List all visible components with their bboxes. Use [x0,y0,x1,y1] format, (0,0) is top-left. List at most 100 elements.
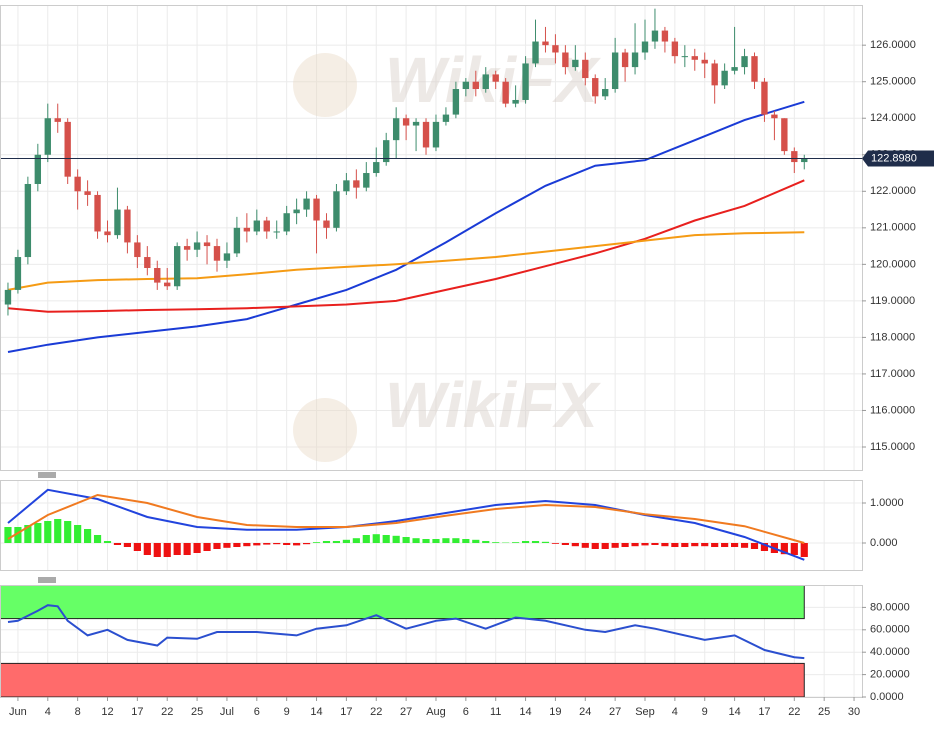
candle-body [243,227,251,232]
candle-body [283,213,290,232]
candle-body [124,209,131,243]
candle-body [293,209,300,214]
x-tick-label: 22 [788,706,800,718]
candle-body [353,180,360,188]
indicator-line [7,488,805,561]
histogram-bar [213,543,221,549]
histogram-bar [482,541,490,543]
panel-frame [0,585,863,698]
candle-body [4,289,12,305]
candle-body [24,183,32,258]
y-tick-label: 0.000 [870,537,898,549]
watermark-logo [293,53,357,117]
panel-frame [0,5,863,471]
histogram-bar [492,542,500,543]
x-tick-label: 6 [254,706,260,718]
x-tick-label: 17 [340,706,352,718]
candle-body [54,118,61,122]
histogram-bar [651,543,659,545]
candle-body [442,114,450,122]
y-tick-label: 0.0000 [870,691,904,703]
candle-body [74,176,81,192]
candle-body [651,30,659,42]
candle-body [801,158,808,163]
histogram-bar [54,519,62,543]
candle-body [721,70,728,86]
indicator-line [7,604,805,660]
x-tick-label: 14 [519,706,531,718]
y-tick-label: 20.0000 [870,669,910,681]
y-tick-label: 120.0000 [870,258,916,270]
candle-body [412,121,420,126]
histogram-bar [432,539,440,543]
axis-layer: 115.0000 116.0000 117.0000 118.0000 119.0000… [0,5,934,718]
rsi-zone [0,662,805,697]
x-tick-label: Jun [9,706,27,718]
x-tick-label: 14 [728,706,740,718]
histogram-bar [442,538,450,543]
histogram-bar [452,538,460,543]
x-tick-label: Sep [635,706,655,718]
rsi-zone [0,585,805,620]
panel-macd [4,488,808,561]
y-tick-label: 40.0000 [870,646,910,658]
candle-body [452,89,460,115]
panel-candlestick [0,8,862,353]
histogram-bar [382,535,390,543]
candle-body [343,180,350,192]
histogram-bar [233,543,241,547]
histogram-bar [253,543,261,546]
candle-body [731,67,738,71]
histogram-bar [263,543,271,545]
candle-body [572,59,579,68]
candle-body [781,118,788,152]
x-tick-label: 6 [463,706,469,718]
candle-body [582,59,589,79]
candle-body [432,121,440,148]
candle-body [363,173,370,188]
panel-handle[interactable] [38,577,56,583]
x-tick-label: 8 [75,706,81,718]
x-tick-label: 22 [370,706,382,718]
candle-body [313,198,320,221]
candle-body [522,63,529,100]
histogram-bar [661,543,669,547]
candle-body [144,257,151,269]
histogram-bar [780,543,788,555]
y-tick-label: 122.0000 [870,185,916,197]
histogram-bar [581,543,589,548]
histogram-bar [760,543,769,551]
candle-body [104,231,111,236]
candle-body [134,242,141,258]
y-tick-label: 116.0000 [870,404,915,416]
candle-body [44,118,51,155]
data-layer [0,8,862,697]
histogram-bar [611,543,619,548]
candle-body [84,191,91,195]
panel-handle[interactable] [38,472,56,478]
y-tick-label: 80.0000 [870,601,910,613]
candle-body [333,191,340,228]
candle-body [422,121,430,148]
histogram-bar [790,543,798,555]
histogram-bar [412,538,420,543]
histogram-bar [800,543,808,557]
histogram-bar [243,543,251,547]
candle-body [303,198,310,210]
histogram-bar [681,543,689,547]
x-tick-label: 24 [579,706,591,718]
candle-body [173,246,181,287]
candle-body [263,220,270,232]
x-tick-label: 27 [400,706,412,718]
candle-body [761,81,768,115]
candle-body [482,74,489,90]
candle-body [512,99,519,104]
candle-body [472,81,479,90]
x-tick-label: 17 [131,706,143,718]
x-tick-label: 9 [702,706,708,718]
histogram-bar [173,543,181,555]
candle-body [392,118,400,141]
histogram-bar [422,539,430,543]
histogram-bar [123,543,131,547]
x-tick-label: 4 [45,706,51,718]
